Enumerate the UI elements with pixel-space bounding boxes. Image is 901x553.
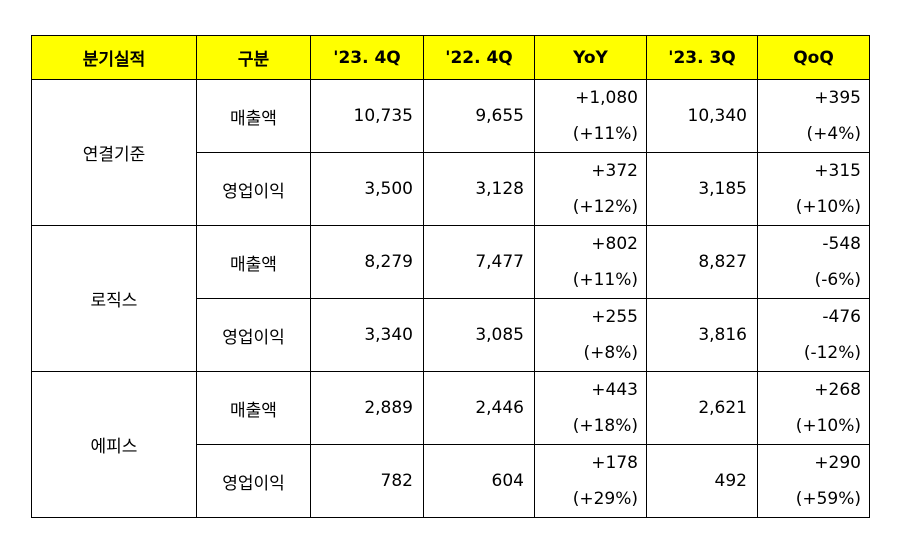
yoy-value: +443 (591, 380, 638, 400)
header-yoy: YoY (534, 35, 647, 80)
group-label-epis: 에피스 (31, 371, 197, 518)
qoq-cell: +315 (+10%) (757, 152, 870, 226)
qoq-cell: +268 (+10%) (757, 371, 870, 445)
yoy-cell: +255 (+8%) (534, 298, 647, 372)
value-23-4q: 782 (310, 444, 424, 518)
qoq-percent: (+10%) (795, 197, 861, 217)
qoq-value: +395 (814, 88, 861, 108)
yoy-percent: (+18%) (572, 416, 638, 436)
quarterly-results-table: 분기실적 구분 '23. 4Q '22. 4Q YoY '23. 3Q QoQ … (31, 35, 870, 518)
header-row: 분기실적 구분 '23. 4Q '22. 4Q YoY '23. 3Q QoQ (31, 35, 870, 80)
value-23-3q: 2,621 (646, 371, 758, 445)
qoq-percent: (+4%) (806, 124, 861, 144)
qoq-value: +290 (814, 453, 861, 473)
header-quarter-results: 분기실적 (31, 35, 197, 80)
value-23-4q: 8,279 (310, 225, 424, 299)
item-label: 매출액 (196, 79, 311, 153)
item-label: 영업이익 (196, 444, 311, 518)
yoy-percent: (+12%) (572, 197, 638, 217)
qoq-value: +268 (814, 380, 861, 400)
item-label: 영업이익 (196, 152, 311, 226)
qoq-value: +315 (814, 161, 861, 181)
header-23-4q: '23. 4Q (310, 35, 424, 80)
value-23-3q: 10,340 (646, 79, 758, 153)
table-row: 영업이익 782 604 +178 (+29%) 492 +290 (+59%) (32, 444, 870, 518)
value-22-4q: 3,085 (423, 298, 535, 372)
value-22-4q: 3,128 (423, 152, 535, 226)
group-label-logics: 로직스 (31, 225, 197, 372)
value-23-3q: 3,816 (646, 298, 758, 372)
value-22-4q: 7,477 (423, 225, 535, 299)
item-label: 영업이익 (196, 298, 311, 372)
value-23-3q: 8,827 (646, 225, 758, 299)
qoq-cell: +395 (+4%) (757, 79, 870, 153)
qoq-percent: (+59%) (795, 489, 861, 509)
yoy-cell: +178 (+29%) (534, 444, 647, 518)
value-22-4q: 604 (423, 444, 535, 518)
qoq-value: -548 (822, 234, 861, 254)
yoy-percent: (+8%) (583, 343, 638, 363)
qoq-cell: +290 (+59%) (757, 444, 870, 518)
yoy-value: +178 (591, 453, 638, 473)
yoy-value: +255 (591, 307, 638, 327)
yoy-value: +1,080 (575, 88, 638, 108)
yoy-percent: (+29%) (572, 489, 638, 509)
item-label: 매출액 (196, 225, 311, 299)
yoy-cell: +802 (+11%) (534, 225, 647, 299)
yoy-cell: +1,080 (+11%) (534, 79, 647, 153)
item-label: 매출액 (196, 371, 311, 445)
qoq-value: -476 (822, 307, 861, 327)
table-row: 로직스 매출액 8,279 7,477 +802 (+11%) 8,827 -54… (31, 225, 870, 372)
qoq-percent: (-6%) (814, 270, 861, 290)
value-23-3q: 492 (646, 444, 758, 518)
qoq-percent: (-12%) (803, 343, 861, 363)
yoy-value: +372 (591, 161, 638, 181)
qoq-cell: -548 (-6%) (757, 225, 870, 299)
table-row: 영업이익 3,500 3,128 +372 (+12%) 3,185 +315 (+… (32, 152, 870, 226)
value-23-4q: 10,735 (310, 79, 424, 153)
table-row: 영업이익 3,340 3,085 +255 (+8%) 3,816 -476 (-1… (32, 298, 870, 372)
header-qoq: QoQ (757, 35, 870, 80)
value-22-4q: 2,446 (423, 371, 535, 445)
header-category: 구분 (196, 35, 311, 80)
value-22-4q: 9,655 (423, 79, 535, 153)
value-23-4q: 2,889 (310, 371, 424, 445)
table-row: 연결기준 매출액 10,735 9,655 +1,080 (+11%) 10,34… (31, 79, 870, 226)
value-23-3q: 3,185 (646, 152, 758, 226)
yoy-percent: (+11%) (572, 124, 638, 144)
value-23-4q: 3,340 (310, 298, 424, 372)
yoy-cell: +443 (+18%) (534, 371, 647, 445)
table-row: 에피스 매출액 2,889 2,446 +443 (+18%) 2,621 +26… (31, 371, 870, 518)
yoy-cell: +372 (+12%) (534, 152, 647, 226)
header-23-3q: '23. 3Q (646, 35, 758, 80)
header-22-4q: '22. 4Q (423, 35, 535, 80)
group-label-consolidated: 연결기준 (31, 79, 197, 226)
qoq-percent: (+10%) (795, 416, 861, 436)
value-23-4q: 3,500 (310, 152, 424, 226)
qoq-cell: -476 (-12%) (757, 298, 870, 372)
yoy-percent: (+11%) (572, 270, 638, 290)
yoy-value: +802 (591, 234, 638, 254)
